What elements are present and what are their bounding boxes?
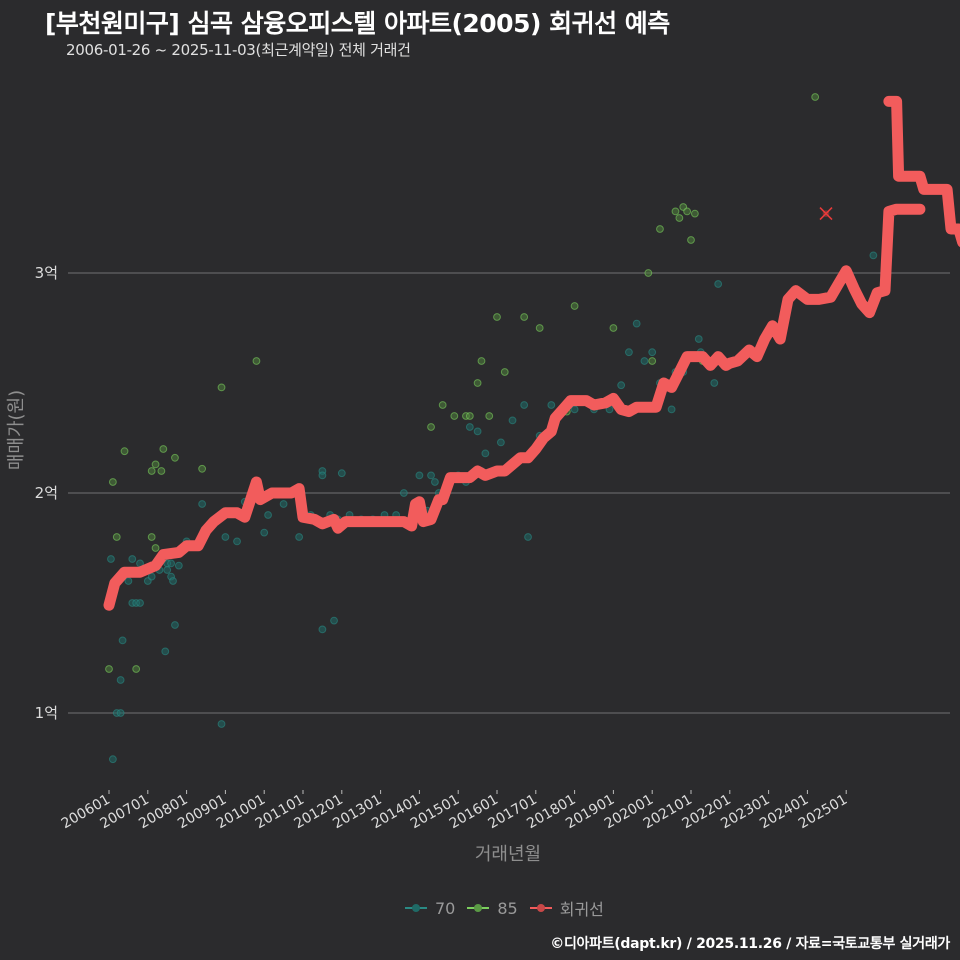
- legend-label-85: 85: [497, 898, 518, 918]
- legend: 70 85 회귀선: [405, 896, 604, 920]
- legend-key-regression: [529, 901, 552, 915]
- legend-label-regression: 회귀선: [559, 900, 604, 919]
- svg-text:2억: 2억: [35, 484, 58, 502]
- legend-label-70: 70: [435, 898, 456, 918]
- legend-item-85: 85: [467, 898, 518, 918]
- legend-item-regression: 회귀선: [529, 896, 604, 920]
- chart-subtitle: 2006-01-26 ~ 2025-11-03(최근계약일) 전체 거래건: [66, 41, 411, 59]
- regression-line: [103, 95, 960, 611]
- footer-credit: ©디아파트(dapt.kr) / 2025.11.26 / 자료=국토교통부 실…: [550, 936, 950, 952]
- x-axis-ticks: 2006012007012008012009012010012011012012…: [59, 790, 850, 832]
- chart-title: [부천원미구] 심곡 삼융오피스텔 아파트(2005) 회귀선 예측: [45, 9, 670, 38]
- legend-key-85: [467, 901, 490, 915]
- svg-text:3억: 3억: [35, 264, 58, 282]
- prediction-marker: [819, 207, 833, 221]
- svg-text:1억: 1억: [35, 704, 58, 722]
- legend-key-70: [405, 901, 427, 915]
- y-axis-title: 매매가(원): [6, 390, 27, 470]
- series-70-points: [107, 251, 878, 764]
- y-axis-ticks: 1억 2억 3억: [35, 264, 58, 722]
- legend-item-70: 70: [405, 899, 455, 918]
- gridlines: [68, 272, 950, 714]
- x-axis-title: 거래년월: [475, 844, 541, 865]
- series-85-points: [105, 93, 820, 673]
